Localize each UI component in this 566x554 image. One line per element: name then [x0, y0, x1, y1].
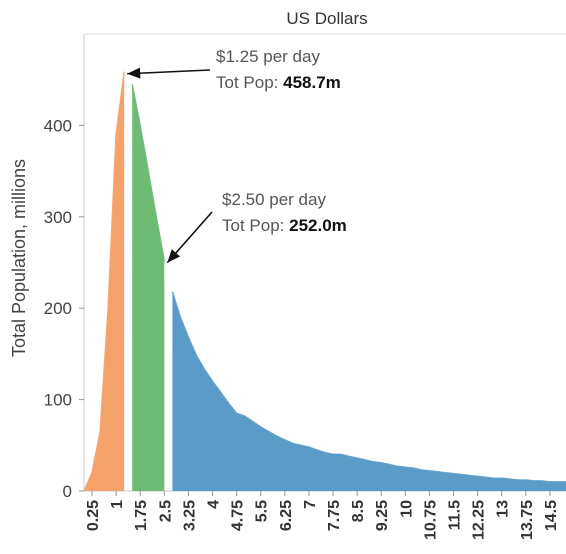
- y-axis-label: Total Population, millions: [9, 159, 29, 357]
- x-tick-label: 9.25: [374, 500, 391, 531]
- annotation-arrow: [127, 69, 211, 75]
- x-tick-label: 3.25: [181, 500, 198, 531]
- x-tick-label: 13.75: [519, 500, 536, 540]
- x-tick-label: 7.75: [326, 500, 343, 531]
- x-tick-label: 4: [206, 500, 223, 509]
- x-tick-label: 11.5: [447, 500, 464, 530]
- annotation-arrowhead: [127, 67, 141, 79]
- annotation-population-prefix: Tot Pop:: [222, 216, 289, 235]
- x-tick-label: 1: [109, 500, 126, 509]
- annotations: $1.25 per day Tot Pop: 458.7m $2.50 per da…: [127, 47, 347, 264]
- annotation-2: $2.50 per day Tot Pop: 252.0m: [166, 190, 347, 264]
- annotation-population-prefix: Tot Pop:: [216, 73, 283, 92]
- x-tick-label: 4.75: [230, 500, 247, 531]
- x-tick-label: 1.75: [133, 500, 150, 531]
- x-tick-label: 13: [495, 500, 512, 518]
- annotation-population-value: 458.7m: [283, 73, 341, 92]
- y-tick-label: 0: [63, 482, 72, 501]
- x-tick-label: 2.5: [157, 500, 174, 522]
- y-tick-label: 400: [44, 116, 72, 135]
- area-series-1-edge: [83, 71, 125, 492]
- x-tick-label: 10.75: [422, 500, 439, 540]
- x-tick-label: 0.25: [85, 500, 102, 531]
- area-series-3-edge: [171, 291, 566, 483]
- y-tick-label: 200: [44, 299, 72, 318]
- y-tick-label: 300: [44, 208, 72, 227]
- area-series-2-edge: [131, 84, 166, 261]
- chart-title: US Dollars: [286, 9, 367, 28]
- annotation-1: $1.25 per day Tot Pop: 458.7m: [127, 47, 341, 92]
- area-series-group: [83, 71, 566, 492]
- x-tick-label: 10: [398, 500, 415, 518]
- x-tick-label: 5.5: [254, 500, 271, 522]
- x-tick-label: 12.25: [471, 500, 488, 540]
- x-axis-ticks: 0.25 1 1.75 2.5 3.25 4 4.75 5.5 6.25 7 7.75 8.5 9.25…: [85, 491, 560, 540]
- annotation-arrowhead: [167, 249, 181, 263]
- x-tick-label: 8.5: [350, 500, 367, 522]
- x-tick-label: 6.25: [278, 500, 295, 531]
- y-axis-ticks: 0 100 200 300 400: [44, 116, 84, 501]
- x-tick-label: 14.5: [543, 500, 560, 531]
- x-tick-label: 7: [302, 500, 319, 509]
- annotation-price-label: $1.25 per day: [216, 47, 320, 66]
- annotation-population-value: 252.0m: [289, 216, 347, 235]
- annotation-population-label: Tot Pop: 458.7m: [216, 73, 341, 92]
- annotation-price-label: $2.50 per day: [222, 190, 326, 209]
- area-series-1: [84, 71, 125, 491]
- y-tick-label: 100: [44, 391, 72, 410]
- area-series-2: [132, 84, 165, 492]
- annotation-population-label: Tot Pop: 252.0m: [222, 216, 347, 235]
- area-series-3: [172, 291, 566, 491]
